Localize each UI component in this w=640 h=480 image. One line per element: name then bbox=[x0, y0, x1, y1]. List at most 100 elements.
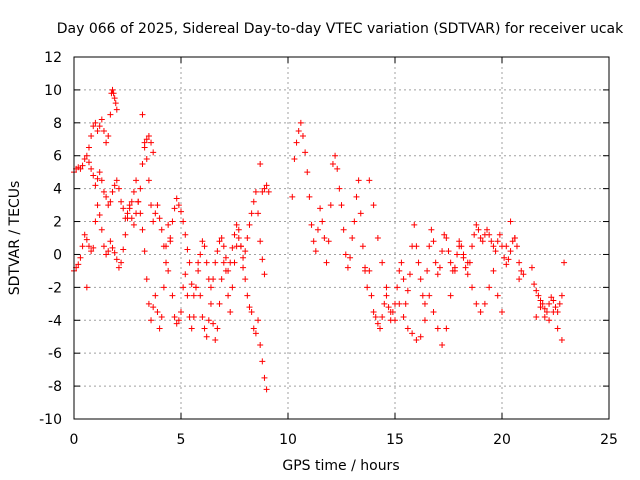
data-point bbox=[124, 210, 131, 217]
data-point bbox=[152, 210, 159, 217]
data-point bbox=[349, 235, 356, 241]
data-point bbox=[434, 325, 441, 332]
data-point bbox=[220, 259, 227, 266]
data-point bbox=[385, 304, 392, 311]
data-point bbox=[421, 300, 428, 307]
y-tick-label: 8 bbox=[53, 116, 62, 132]
data-point bbox=[242, 276, 249, 283]
data-point bbox=[126, 202, 133, 209]
data-point bbox=[113, 106, 120, 113]
data-point bbox=[336, 185, 343, 192]
data-point bbox=[261, 271, 268, 278]
y-tick-label: -10 bbox=[39, 412, 62, 428]
data-point bbox=[85, 243, 92, 250]
data-point bbox=[100, 243, 107, 250]
data-point bbox=[481, 300, 488, 307]
data-point bbox=[377, 325, 384, 332]
data-point bbox=[406, 271, 413, 278]
data-point bbox=[334, 165, 341, 172]
data-point bbox=[417, 276, 424, 283]
data-point bbox=[113, 177, 120, 184]
data-point bbox=[561, 259, 568, 266]
data-point bbox=[109, 244, 116, 251]
data-point bbox=[128, 215, 135, 222]
data-point bbox=[122, 231, 129, 238]
data-point bbox=[366, 267, 373, 274]
data-point bbox=[537, 304, 544, 311]
data-point bbox=[556, 300, 563, 307]
data-point bbox=[190, 313, 197, 320]
data-point bbox=[184, 292, 191, 299]
data-point bbox=[77, 165, 84, 172]
data-point bbox=[197, 292, 204, 299]
data-point bbox=[248, 309, 255, 316]
data-point bbox=[182, 231, 189, 238]
data-point bbox=[216, 300, 223, 307]
data-point bbox=[374, 320, 381, 327]
data-point bbox=[372, 313, 379, 320]
data-point bbox=[143, 136, 150, 143]
data-point bbox=[441, 231, 448, 238]
data-point bbox=[229, 244, 236, 251]
data-point bbox=[426, 243, 433, 250]
data-point bbox=[130, 188, 137, 195]
data-point bbox=[490, 243, 497, 250]
data-point bbox=[227, 309, 234, 316]
data-point bbox=[314, 226, 321, 233]
data-point bbox=[233, 221, 240, 228]
data-point bbox=[263, 386, 270, 393]
data-point bbox=[469, 243, 476, 250]
data-point bbox=[415, 259, 422, 266]
data-point bbox=[409, 330, 416, 337]
y-tick-label: -8 bbox=[48, 379, 62, 395]
data-point bbox=[488, 238, 495, 245]
data-point bbox=[289, 193, 296, 200]
data-point bbox=[259, 256, 266, 263]
data-point bbox=[325, 238, 332, 245]
data-point bbox=[261, 185, 268, 192]
data-point bbox=[214, 248, 221, 255]
data-point bbox=[85, 159, 92, 166]
data-point bbox=[231, 231, 238, 238]
data-point bbox=[199, 313, 206, 320]
data-point bbox=[443, 235, 450, 241]
data-point bbox=[302, 149, 309, 156]
data-point bbox=[413, 337, 420, 344]
data-point bbox=[203, 333, 210, 340]
y-tick-label: -4 bbox=[48, 313, 62, 329]
y-tick-label: 2 bbox=[53, 215, 62, 231]
data-point bbox=[531, 281, 538, 288]
data-point bbox=[111, 95, 118, 102]
data-points bbox=[71, 86, 568, 393]
data-point bbox=[79, 243, 86, 250]
data-point bbox=[554, 325, 561, 332]
data-point bbox=[212, 337, 219, 344]
data-point bbox=[160, 284, 167, 291]
data-point bbox=[543, 309, 550, 316]
y-tick-label: 0 bbox=[53, 247, 62, 263]
data-point bbox=[156, 325, 163, 332]
data-point bbox=[148, 317, 155, 324]
data-point bbox=[152, 292, 159, 299]
data-point bbox=[436, 264, 443, 271]
data-point bbox=[400, 313, 407, 320]
data-point bbox=[94, 202, 101, 209]
data-point bbox=[473, 300, 480, 307]
data-point bbox=[520, 271, 527, 278]
data-point bbox=[201, 243, 208, 250]
data-point bbox=[426, 292, 433, 299]
data-point bbox=[340, 226, 347, 233]
data-point bbox=[98, 177, 105, 184]
data-point bbox=[265, 188, 272, 195]
data-point bbox=[175, 317, 182, 324]
data-point bbox=[143, 276, 150, 283]
data-point bbox=[207, 284, 214, 291]
data-point bbox=[227, 259, 234, 266]
data-point bbox=[139, 160, 146, 167]
data-point bbox=[342, 251, 349, 258]
y-tick-label: 10 bbox=[44, 83, 62, 99]
data-point bbox=[323, 259, 330, 266]
data-point bbox=[237, 243, 244, 250]
data-point bbox=[216, 238, 223, 245]
data-point bbox=[263, 182, 270, 189]
